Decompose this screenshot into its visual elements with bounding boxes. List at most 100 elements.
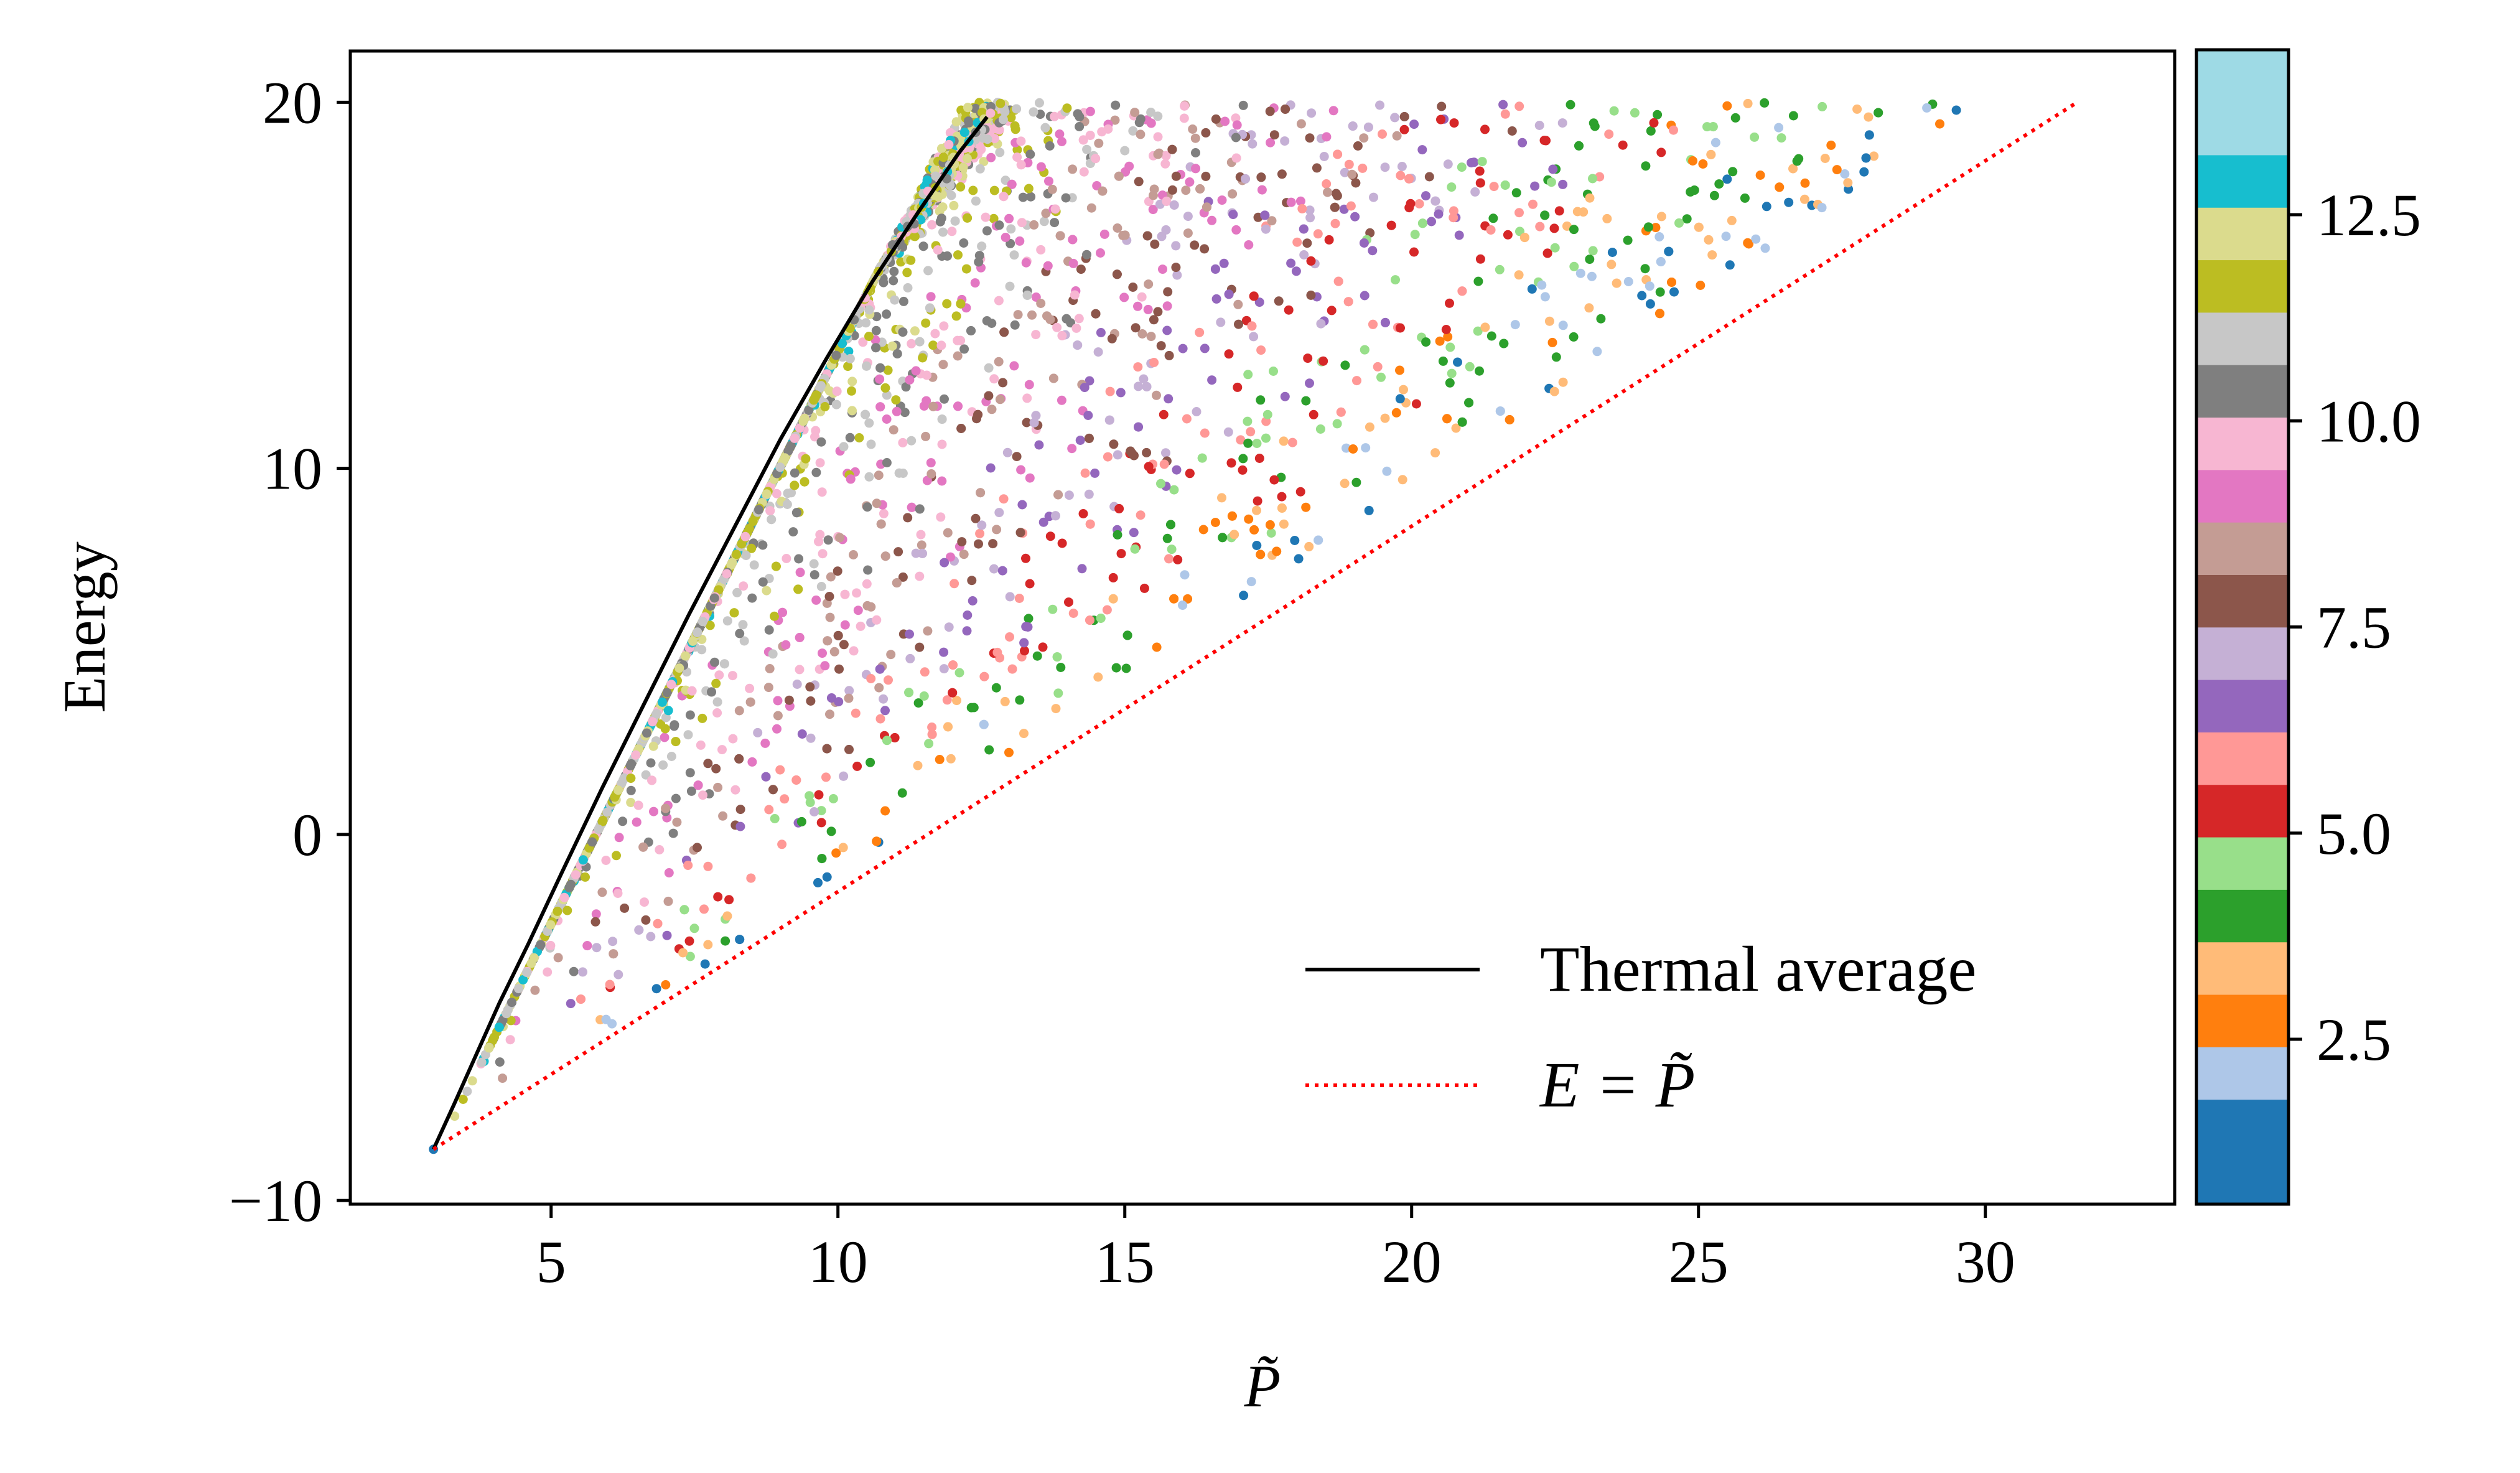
scatter-point <box>1162 301 1172 311</box>
scatter-point <box>906 255 916 265</box>
scatter-point <box>1305 378 1314 388</box>
scatter-point <box>722 569 732 579</box>
scatter-point <box>1265 520 1275 530</box>
scatter-point <box>1874 108 1883 118</box>
scatter-point <box>1112 269 1122 279</box>
scatter-point <box>1071 323 1081 333</box>
scatter-point <box>1417 145 1427 155</box>
scatter-point <box>1664 246 1674 256</box>
scatter-point <box>991 683 1001 693</box>
scatter-point <box>844 744 854 754</box>
scatter-point <box>839 442 849 452</box>
scatter-point <box>1324 235 1334 245</box>
scatter-point <box>918 241 928 251</box>
scatter-point <box>681 651 691 661</box>
scatter-point <box>698 617 707 627</box>
scatter-point <box>578 967 587 977</box>
scatter-point <box>838 339 847 348</box>
scatter-point <box>1200 344 1210 353</box>
scatter-point <box>905 629 914 639</box>
scatter-point <box>1330 202 1340 212</box>
scatter-point <box>685 768 695 778</box>
scatter-point <box>1057 330 1067 340</box>
scatter-point <box>943 528 953 538</box>
scatter-point <box>1457 417 1467 427</box>
scatter-point <box>1438 356 1448 366</box>
scatter-point <box>1173 554 1183 564</box>
scatter-point <box>1113 450 1122 460</box>
scatter-point <box>1094 138 1104 148</box>
scatter-point <box>1153 307 1163 317</box>
scatter-point <box>1078 509 1088 518</box>
scatter-point <box>1070 290 1080 300</box>
scatter-point <box>986 108 996 118</box>
scatter-point <box>605 980 615 989</box>
scatter-point <box>790 468 800 478</box>
scatter-point <box>642 728 651 738</box>
scatter-point <box>514 984 523 994</box>
scatter-point <box>1640 264 1650 274</box>
scatter-point <box>1217 195 1227 205</box>
scatter-point <box>1241 174 1250 184</box>
scatter-point <box>977 520 987 530</box>
colorbar-bin <box>2196 521 2289 575</box>
scatter-point <box>1380 162 1390 172</box>
scatter-point <box>1012 104 1022 114</box>
scatter-point <box>1015 528 1025 538</box>
scatter-point <box>1093 347 1103 357</box>
scatter-point <box>937 414 947 424</box>
scatter-point <box>1256 172 1266 182</box>
scatter-point <box>633 800 643 810</box>
scatter-point <box>905 375 915 385</box>
scatter-point <box>739 581 749 591</box>
scatter-point <box>1224 289 1234 299</box>
scatter-point <box>1360 291 1370 301</box>
scatter-point <box>747 543 757 553</box>
scatter-point <box>773 711 783 721</box>
scatter-point <box>1751 234 1761 244</box>
scatter-point <box>1261 433 1271 443</box>
scatter-point <box>762 489 772 499</box>
scatter-point <box>1549 386 1559 396</box>
scatter-point <box>1023 622 1033 632</box>
scatter-point <box>1864 112 1874 122</box>
scatter-point <box>1505 415 1514 424</box>
scatter-point <box>1277 169 1287 179</box>
scatter-point <box>1029 220 1039 230</box>
scatter-point <box>926 458 936 468</box>
scatter-point <box>782 500 792 509</box>
scatter-point <box>536 940 546 950</box>
scatter-point <box>780 794 790 804</box>
scatter-point <box>963 610 973 620</box>
scatter-point <box>1514 101 1524 111</box>
scatter-point <box>898 572 908 582</box>
scatter-point <box>915 337 925 347</box>
scatter-point <box>1249 291 1259 301</box>
scatter-point <box>1246 427 1256 437</box>
scatter-point <box>458 1095 468 1104</box>
scatter-point <box>1792 156 1802 166</box>
scatter-point <box>646 932 656 942</box>
scatter-point <box>994 125 1004 135</box>
scatter-point <box>1708 122 1718 132</box>
scatter-point <box>1121 663 1131 673</box>
scatter-point <box>828 794 838 803</box>
scatter-point <box>721 936 730 946</box>
scatter-point <box>772 724 782 734</box>
scatter-point <box>963 116 973 126</box>
scatter-point <box>700 959 710 969</box>
scatter-point <box>1200 244 1210 254</box>
scatter-point <box>657 697 667 707</box>
scatter-point <box>1843 178 1853 188</box>
scatter-point <box>1137 292 1147 302</box>
scatter-point <box>745 697 755 707</box>
scatter-point <box>1434 209 1444 219</box>
scatter-point <box>651 709 661 719</box>
scatter-point <box>999 494 1009 504</box>
scatter-point <box>1134 381 1143 391</box>
scatter-point <box>543 967 553 977</box>
scatter-point <box>518 975 528 984</box>
scatter-point <box>989 134 999 144</box>
scatter-point <box>1475 166 1485 176</box>
scatter-point <box>1391 408 1401 418</box>
